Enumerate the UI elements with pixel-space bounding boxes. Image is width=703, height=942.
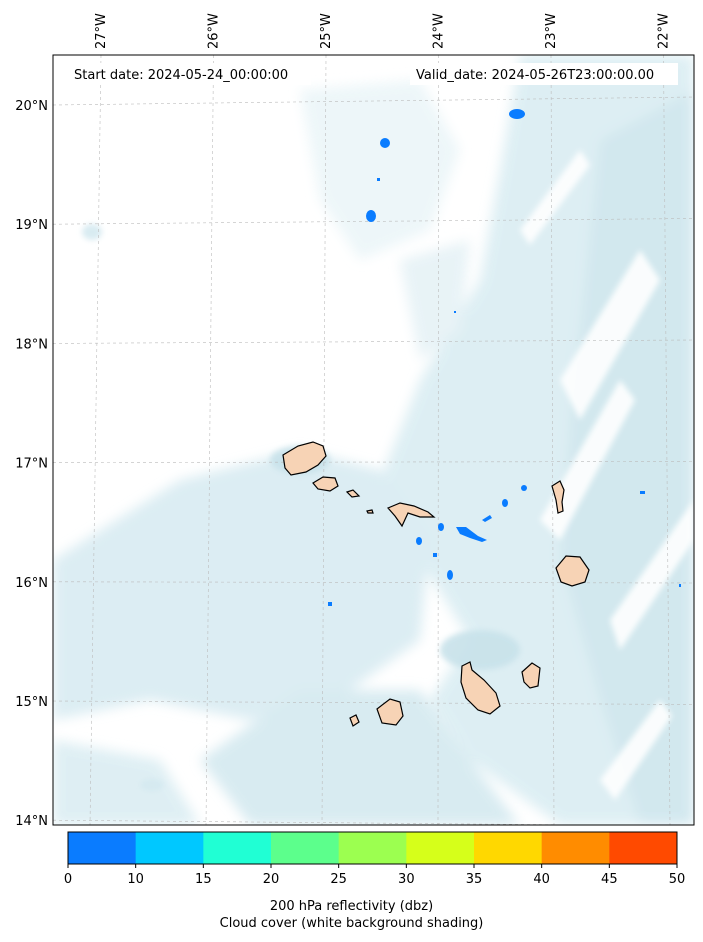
island-sao-vicente bbox=[312, 476, 339, 492]
meridian-line bbox=[205, 55, 214, 825]
latitude-tick-labels: 20°N 19°N 18°N 17°N 16°N 15°N 14°N bbox=[15, 99, 48, 829]
colorbar-swatch bbox=[203, 832, 272, 864]
longitude-tick-label: 25°W bbox=[319, 13, 334, 49]
colorbar-swatch bbox=[271, 832, 340, 864]
valid-date-label: Valid_date: 2024-05-26T23:00:00.00 bbox=[416, 68, 654, 83]
latitude-tick-label: 19°N bbox=[15, 218, 48, 233]
colorbar: 0 10 15 20 25 30 35 40 45 50 bbox=[64, 831, 685, 887]
latitude-tick-label: 20°N bbox=[15, 99, 48, 114]
valid-date-box: Valid_date: 2024-05-26T23:00:00.00 bbox=[410, 63, 678, 85]
colorbar-swatch bbox=[541, 832, 610, 864]
parallel-line bbox=[53, 461, 694, 463]
island-sal bbox=[551, 480, 565, 514]
latitude-tick-label: 14°N bbox=[15, 814, 48, 829]
parallel-line bbox=[53, 218, 694, 225]
island-brava bbox=[349, 714, 360, 727]
gridlines bbox=[53, 55, 694, 825]
longitude-tick-label: 22°W bbox=[657, 13, 672, 49]
longitude-tick-label: 24°W bbox=[432, 13, 447, 49]
parallel-line bbox=[53, 581, 694, 584]
colorbar-label-line2: Cloud cover (white background shading) bbox=[219, 916, 484, 931]
island-maio bbox=[521, 662, 541, 689]
map-frame bbox=[52, 54, 695, 826]
colorbar-tick-label: 20 bbox=[263, 872, 280, 887]
latitude-tick-label: 17°N bbox=[15, 457, 48, 472]
reflectivity-echoes bbox=[328, 109, 681, 606]
colorbar-tick-label: 0 bbox=[64, 872, 72, 887]
colorbar-tick-label: 15 bbox=[195, 872, 212, 887]
colorbar-swatch bbox=[135, 832, 204, 864]
colorbar-swatch bbox=[474, 832, 543, 864]
meridian-line bbox=[437, 55, 439, 825]
island-fogo bbox=[376, 698, 404, 726]
meridian-line bbox=[550, 55, 555, 825]
colorbar-tick-label: 10 bbox=[127, 872, 144, 887]
meridian-line bbox=[663, 55, 671, 825]
longitude-tick-label: 26°W bbox=[207, 13, 222, 49]
latitude-tick-label: 16°N bbox=[15, 576, 48, 591]
colorbar-tick-label: 45 bbox=[601, 872, 618, 887]
island-santo-antao bbox=[282, 441, 327, 476]
colorbar-tick-label: 25 bbox=[330, 872, 347, 887]
longitude-tick-label: 27°W bbox=[94, 13, 109, 49]
colorbar-tick-label: 30 bbox=[398, 872, 415, 887]
colorbar-swatches bbox=[68, 832, 678, 864]
island-santa-luzia bbox=[345, 489, 361, 498]
island-raso bbox=[366, 509, 374, 514]
colorbar-tick-label: 35 bbox=[466, 872, 483, 887]
colorbar-tick-label: 50 bbox=[669, 872, 686, 887]
longitude-tick-labels: 27°W 26°W 25°W 24°W 23°W 22°W bbox=[94, 13, 672, 49]
parallel-line bbox=[53, 819, 617, 825]
colorbar-swatch bbox=[68, 832, 137, 864]
colorbar-frame bbox=[67, 831, 678, 865]
colorbar-swatch bbox=[338, 832, 407, 864]
meridian-line bbox=[89, 55, 102, 825]
parallel-line bbox=[53, 96, 694, 106]
island-santiago bbox=[460, 661, 501, 715]
parallel-line bbox=[53, 339, 694, 344]
latitude-tick-label: 18°N bbox=[15, 337, 48, 352]
parallel-line bbox=[53, 700, 694, 705]
islands bbox=[282, 441, 590, 727]
colorbar-swatch bbox=[609, 832, 678, 864]
colorbar-tick-label: 40 bbox=[533, 872, 550, 887]
colorbar-swatch bbox=[406, 832, 475, 864]
latitude-tick-label: 15°N bbox=[15, 695, 48, 710]
colorbar-label-line1: 200 hPa reflectivity (dbz) bbox=[269, 899, 434, 914]
start-date-box: Start date: 2024-05-24_00:00:00 bbox=[66, 63, 311, 85]
island-sao-nicolau bbox=[386, 502, 436, 528]
longitude-tick-label: 23°W bbox=[544, 13, 559, 49]
start-date-label: Start date: 2024-05-24_00:00:00 bbox=[74, 68, 288, 83]
meridian-line bbox=[321, 55, 327, 825]
colorbar-tick-labels: 0 10 15 20 25 30 35 40 45 50 bbox=[64, 864, 685, 887]
island-boa-vista bbox=[555, 555, 590, 587]
